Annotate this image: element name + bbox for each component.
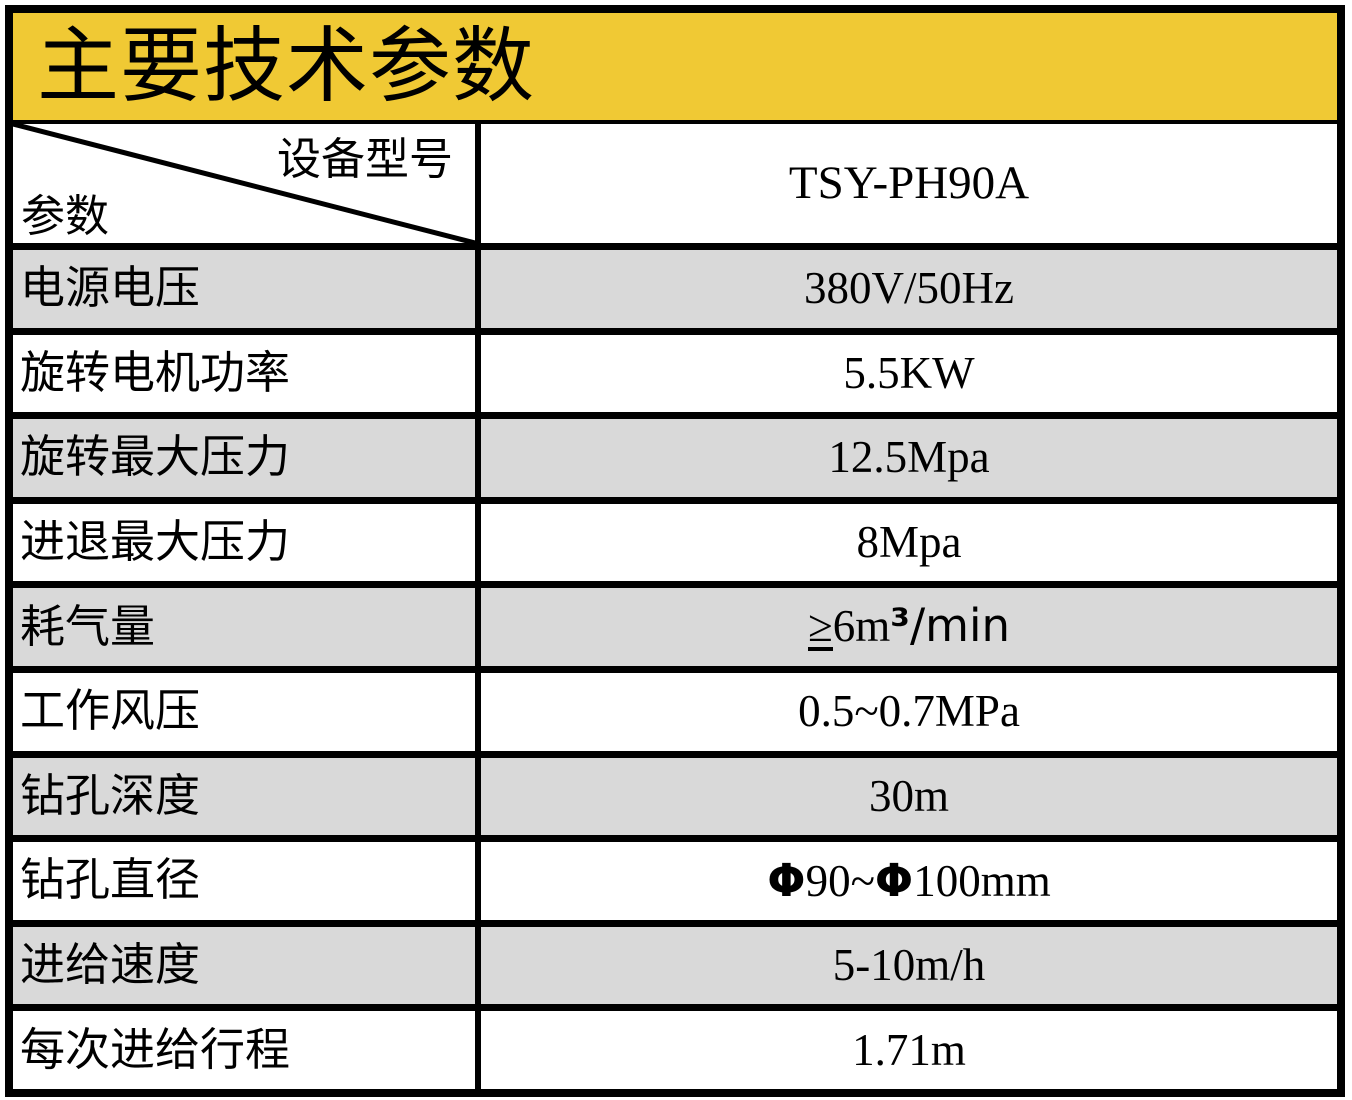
- row-value: 1.71m: [852, 1024, 966, 1075]
- row-label: 工作风压: [20, 686, 201, 737]
- row-label-cell: 进退最大压力: [13, 503, 481, 582]
- row-value-cell: 5.5KW: [481, 335, 1337, 413]
- table-row: 工作风压 0.5~0.7MPa: [13, 672, 1337, 758]
- row-label: 旋转电机功率: [20, 347, 291, 398]
- header-row: 设备型号 参数 TSY-PH90A: [13, 124, 1337, 250]
- row-label-cell: 进给速度: [13, 926, 481, 1005]
- value-segment: 90~: [805, 855, 875, 906]
- row-value: 5-10m/h: [832, 940, 986, 991]
- row-value: 8Mpa: [856, 517, 962, 568]
- table-row: 每次进给行程 1.71m: [13, 1011, 1337, 1089]
- row-label-cell: 电源电压: [13, 250, 481, 328]
- row-label: 电源电压: [20, 263, 201, 314]
- row-value: 12.5Mpa: [828, 432, 990, 483]
- row-value-cell: 1.71m: [481, 1011, 1337, 1089]
- row-value: 0.5~0.7MPa: [798, 686, 1020, 737]
- row-label-cell: 每次进给行程: [13, 1011, 481, 1089]
- diagonal-divider-line: [13, 124, 475, 243]
- header-corner-model-label: 设备型号: [277, 135, 453, 184]
- spec-table: 主要技术参数 设备型号 参数 TSY-PH90A 电源电压 380V/50Hz …: [5, 5, 1345, 1097]
- row-value-cell: 380V/50Hz: [481, 250, 1337, 328]
- table-title: 主要技术参数: [37, 20, 536, 112]
- row-value: Φ90~Φ100mm: [767, 858, 1050, 904]
- row-label-cell: 旋转电机功率: [13, 334, 481, 413]
- table-row: 旋转电机功率 5.5KW: [13, 334, 1337, 420]
- row-value-cell: 5-10m/h: [481, 927, 1337, 1005]
- row-value-cell: Φ90~Φ100mm: [481, 842, 1337, 920]
- row-label: 钻孔深度: [20, 770, 201, 821]
- model-cell: TSY-PH90A: [481, 124, 1337, 243]
- greater-equal-symbol: ≥: [808, 601, 833, 652]
- phi-symbol: Φ: [874, 853, 914, 907]
- table-row: 进给速度 5-10m/h: [13, 926, 1337, 1012]
- table-row: 电源电压 380V/50Hz: [13, 250, 1337, 335]
- table-row: 进退最大压力 8Mpa: [13, 503, 1337, 589]
- row-value: 380V/50Hz: [804, 263, 1014, 314]
- row-value-cell: 8Mpa: [481, 504, 1337, 582]
- model-value: TSY-PH90A: [788, 157, 1030, 209]
- row-value: ≥6m³/min: [808, 601, 1010, 652]
- table-row: 旋转最大压力 12.5Mpa: [13, 419, 1337, 504]
- table-row: 耗气量 ≥6m³/min: [13, 588, 1337, 673]
- row-value-cell: 0.5~0.7MPa: [481, 673, 1337, 751]
- value-base: 6m: [832, 601, 891, 652]
- table-title-band: 主要技术参数: [13, 13, 1337, 124]
- cube-superscript: ³: [890, 599, 910, 653]
- row-label-cell: 钻孔直径: [13, 842, 481, 920]
- header-corner-parameter-label: 参数: [21, 192, 109, 241]
- row-label-cell: 钻孔深度: [13, 757, 481, 836]
- phi-symbol: Φ: [767, 853, 806, 907]
- table-row: 钻孔深度 30m: [13, 757, 1337, 843]
- row-label-cell: 旋转最大压力: [13, 419, 481, 497]
- row-label-cell: 工作风压: [13, 672, 481, 751]
- row-label: 旋转最大压力: [20, 432, 291, 483]
- row-value-cell: ≥6m³/min: [481, 588, 1337, 666]
- row-label: 耗气量: [20, 601, 156, 652]
- table-row: 钻孔直径 Φ90~Φ100mm: [13, 842, 1337, 927]
- value-segment: 100mm: [913, 855, 1051, 906]
- diagonal-header-cell: 设备型号 参数: [13, 124, 481, 243]
- row-value: 30m: [868, 770, 949, 821]
- row-label: 进给速度: [20, 940, 201, 991]
- value-unit: /min: [909, 599, 1010, 653]
- row-value-cell: 30m: [481, 758, 1337, 836]
- row-value: 5.5KW: [843, 347, 975, 398]
- row-label: 钻孔直径: [20, 855, 201, 906]
- row-label: 进退最大压力: [20, 517, 291, 568]
- row-value-cell: 12.5Mpa: [481, 419, 1337, 497]
- row-label-cell: 耗气量: [13, 588, 481, 666]
- row-label: 每次进给行程: [20, 1024, 291, 1075]
